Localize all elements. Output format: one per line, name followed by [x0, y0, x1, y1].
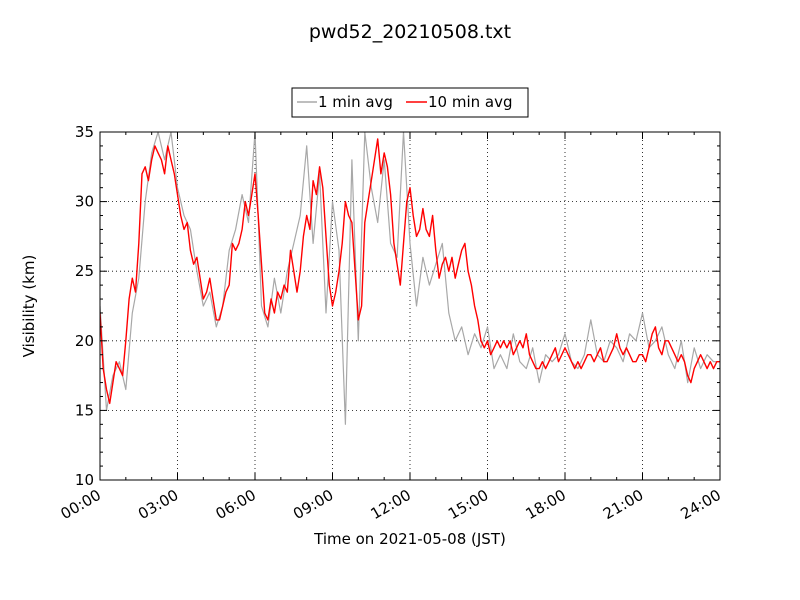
y-tick-label: 30	[75, 193, 94, 211]
legend-label-1-min-avg: 1 min avg	[318, 93, 393, 111]
y-axis-label: Visibility (km)	[20, 255, 38, 358]
series-layer	[100, 132, 720, 425]
grid-lines	[100, 132, 720, 480]
axis-ticks	[99, 131, 721, 481]
y-tick-label: 35	[75, 123, 94, 141]
y-tick-labels: 10 15 20 25 30 35	[75, 123, 94, 489]
y-tick-label: 15	[75, 401, 94, 419]
legend-label-10-min-avg: 10 min avg	[428, 93, 513, 111]
y-tick-label: 10	[75, 471, 94, 489]
x-axis-label: Time on 2021-05-08 (JST)	[313, 530, 506, 548]
legend: 1 min avg 10 min avg	[291, 87, 529, 118]
chart-title: pwd52_20210508.txt	[309, 21, 511, 43]
series-line-10-min-avg	[100, 138, 720, 405]
y-tick-label: 20	[75, 332, 94, 350]
series-line-1-min-avg	[100, 132, 720, 425]
y-tick-label: 25	[75, 262, 94, 280]
